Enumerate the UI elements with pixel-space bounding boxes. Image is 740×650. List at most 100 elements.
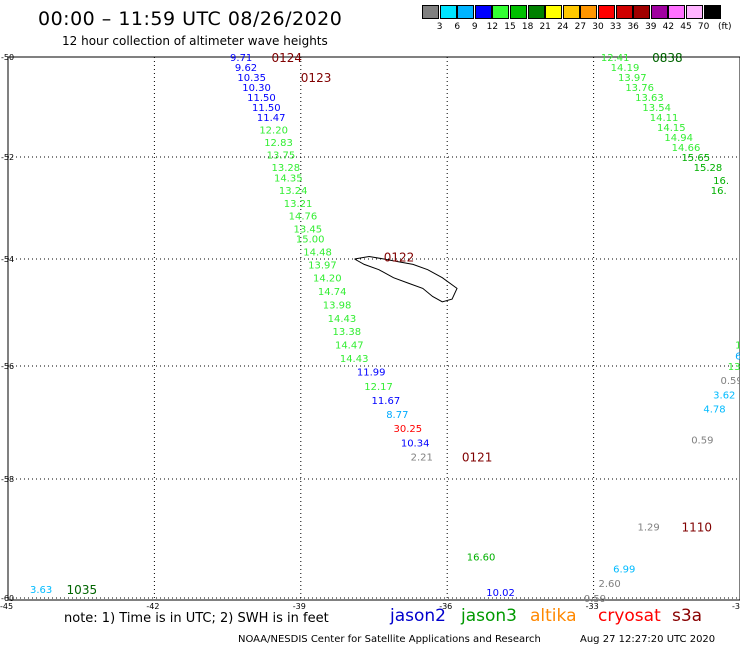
wave-height-value: 11.50	[247, 93, 276, 104]
colorbar-swatch	[633, 5, 651, 19]
wave-height-value: 14.66	[672, 143, 701, 154]
wave-height-value: 16.	[711, 186, 727, 197]
wave-height-value: 14.76	[289, 212, 318, 223]
wave-height-value: 2.60	[598, 579, 620, 590]
colorbar-swatch	[686, 5, 703, 19]
colorbar-swatch	[492, 5, 510, 19]
wave-height-value: 11.47	[257, 113, 286, 124]
wave-height-value: 14.43	[328, 314, 357, 325]
colorbar-label: 36	[627, 22, 639, 32]
colorbar-swatch	[615, 5, 633, 19]
colorbar-swatch	[457, 5, 475, 19]
wave-height-value: 14.74	[318, 287, 347, 298]
colorbar-swatch	[422, 5, 439, 19]
colorbar-label: 18	[521, 22, 534, 32]
legend-entry-altika: altika	[530, 606, 577, 626]
wave-height-value: 0.59	[720, 376, 740, 387]
colorbar-label: 70	[697, 22, 710, 32]
wave-height-value: 12.20	[259, 126, 288, 137]
longitude-label: -36	[439, 602, 452, 611]
wave-height-value: 14.47	[335, 341, 364, 352]
page-title: 00:00 – 11:59 UTC 08/26/2020	[38, 8, 343, 30]
wave-height-value: 13.76	[625, 83, 654, 94]
latitude-label: -54	[1, 255, 14, 264]
wave-height-value: 8.77	[386, 410, 408, 421]
pass-time-label: 0121	[462, 450, 493, 464]
colorbar-label: 24	[557, 22, 569, 32]
wave-height-value: 9.62	[235, 63, 257, 74]
longitude-label: -42	[146, 602, 159, 611]
pass-time-label: 0122	[384, 250, 415, 264]
wave-height-value: 12.17	[364, 382, 393, 393]
wave-height-value: 13.97	[618, 73, 647, 84]
wave-height-value: 14.11	[650, 113, 679, 124]
wave-height-value: 3.63	[30, 585, 52, 596]
footnote: note: 1) Time is in UTC; 2) SWH is in fe…	[64, 611, 329, 626]
wave-height-value: 0.59	[691, 435, 713, 446]
wave-height-value: 14.94	[664, 133, 693, 144]
colorbar-swatch	[474, 5, 492, 19]
colorbar-swatch	[598, 5, 615, 19]
latitude-label: -56	[1, 362, 14, 371]
wave-height-value: 14.35	[274, 173, 303, 184]
wave-height-value: 14.19	[611, 63, 640, 74]
wave-height-value: 10.35	[237, 73, 266, 84]
colorbar-label: 27	[574, 22, 587, 32]
legend-entry-jason3: jason3	[461, 606, 517, 626]
colorbar-label: 9	[471, 22, 478, 32]
colorbar-label: 39	[645, 22, 657, 32]
longitude-label: -39	[293, 602, 306, 611]
colorbar-unit: (ft)	[718, 22, 732, 32]
pass-time-label: 0124	[272, 51, 303, 65]
colorbar-swatch	[580, 5, 598, 19]
wave-height-value: 11.99	[357, 368, 386, 379]
longitude-label: -33	[586, 602, 599, 611]
wave-height-value: 13.45	[293, 224, 322, 235]
legend-entry-cryosat: cryosat	[598, 606, 661, 626]
pass-time-label: 0123	[301, 71, 332, 85]
wave-height-value: 13.63	[635, 93, 664, 104]
wave-height-value: 6.99	[613, 564, 635, 575]
wave-height-value: 14.43	[340, 354, 369, 365]
colorbar-label: 42	[662, 22, 675, 32]
wave-height-value: 12.83	[264, 138, 293, 149]
credit-line: NOAA/NESDIS Center for Satellite Applica…	[238, 634, 541, 645]
wave-height-value: 4.78	[703, 404, 725, 415]
colorbar-swatch	[510, 5, 527, 19]
colorbar-label: 12	[486, 22, 499, 32]
latitude-label: -60	[1, 594, 14, 603]
generated-timestamp: Aug 27 12:27:20 UTC 2020	[580, 634, 716, 645]
wave-height-value: 6.	[735, 351, 740, 362]
colorbar-swatch	[668, 5, 686, 19]
wave-height-value: 3.62	[713, 390, 735, 401]
wave-height-value: 13.98	[323, 300, 352, 311]
colorbar-label: 45	[680, 22, 692, 32]
south-georgia-coastline	[354, 255, 458, 303]
colorbar-label: 3	[436, 22, 443, 32]
colorbar-swatch	[439, 5, 457, 19]
legend-entry-s3a: s3a	[672, 606, 703, 626]
wave-height-value: 14.20	[313, 274, 342, 285]
colorbar-swatch	[545, 5, 563, 19]
wave-height-value: 13.38	[333, 327, 362, 338]
wave-height-value: 9.71	[230, 53, 252, 64]
wave-height-value: 15.65	[681, 153, 710, 164]
wave-height-value: 11.50	[252, 103, 281, 114]
wave-height-value: 13.75	[267, 151, 296, 162]
colorbar-label: 30	[592, 22, 604, 32]
wave-height-value: 10.02	[486, 588, 515, 599]
colorbar-label: 15	[504, 22, 516, 32]
wave-height-value: 14.15	[657, 123, 686, 134]
map-frame	[7, 56, 740, 601]
latitude-label: -58	[1, 475, 14, 484]
colorbar-label: 6	[454, 22, 461, 32]
wave-height-value: 11.67	[372, 396, 401, 407]
colorbar-label: 21	[539, 22, 551, 32]
wave-height-value: 13.97	[308, 260, 337, 271]
wave-height-value: 15.28	[694, 163, 723, 174]
pass-time-label: 1110	[681, 521, 712, 535]
colorbar-swatch	[650, 5, 668, 19]
wave-height-value: 15.00	[296, 235, 325, 246]
